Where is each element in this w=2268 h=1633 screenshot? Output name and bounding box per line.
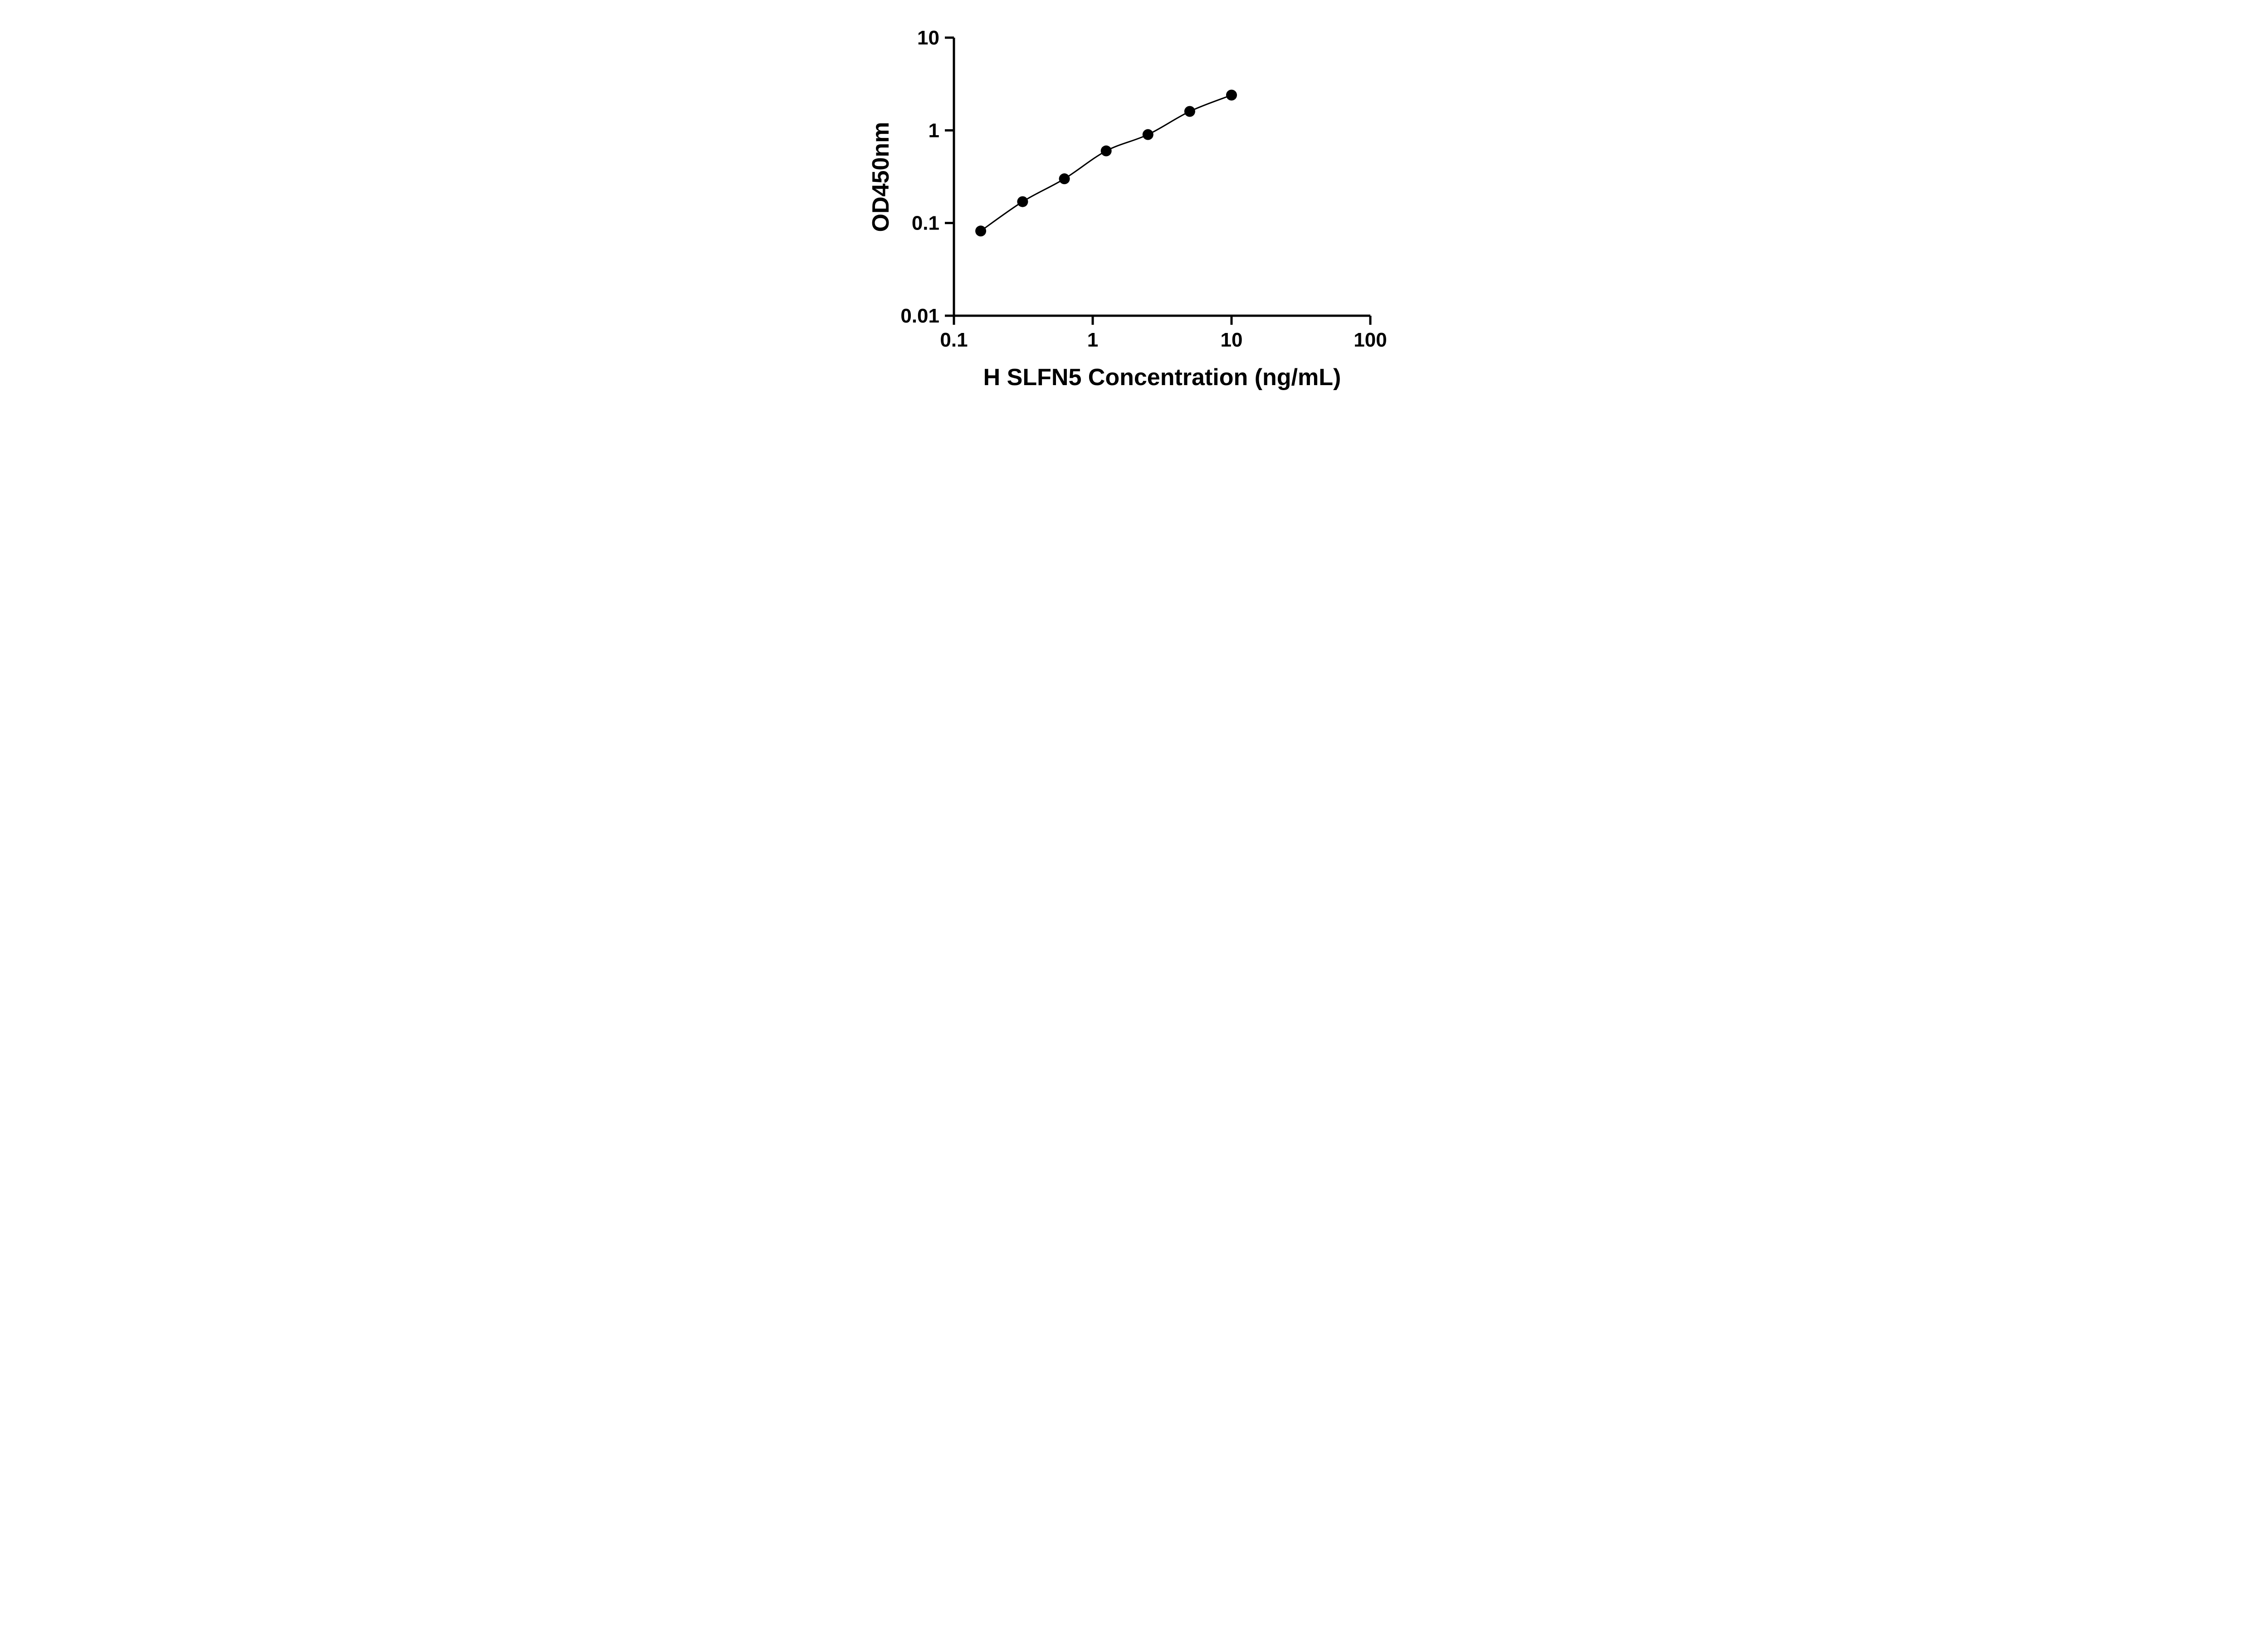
- y-tick-label: 1: [929, 119, 939, 142]
- series-curve: [980, 94, 1232, 232]
- y-axis-title: OD450nm: [868, 122, 894, 232]
- x-tick-label: 1: [1087, 329, 1098, 351]
- x-tick-label: 10: [1221, 329, 1243, 351]
- x-axis-title: H SLFN5 Concentration (ng/mL): [983, 364, 1341, 391]
- y-tick-label: 10: [917, 27, 939, 49]
- x-tick-label: 100: [1354, 329, 1387, 351]
- data-point: [1184, 106, 1195, 117]
- data-point: [1100, 145, 1112, 156]
- data-point: [1017, 196, 1028, 207]
- elisa-standard-curve-figure: 0.1 1 10 100 0.01 0.1 1 10 H SLFN5 Concentratio…: [843, 0, 1425, 408]
- data-point: [1226, 89, 1237, 101]
- y-tick-label: 0.1: [912, 212, 939, 235]
- y-tick-label: 0.01: [900, 305, 939, 327]
- data-point: [1142, 129, 1154, 140]
- x-tick-label: 0.1: [940, 329, 968, 351]
- data-point: [1059, 173, 1070, 185]
- data-point: [975, 225, 987, 237]
